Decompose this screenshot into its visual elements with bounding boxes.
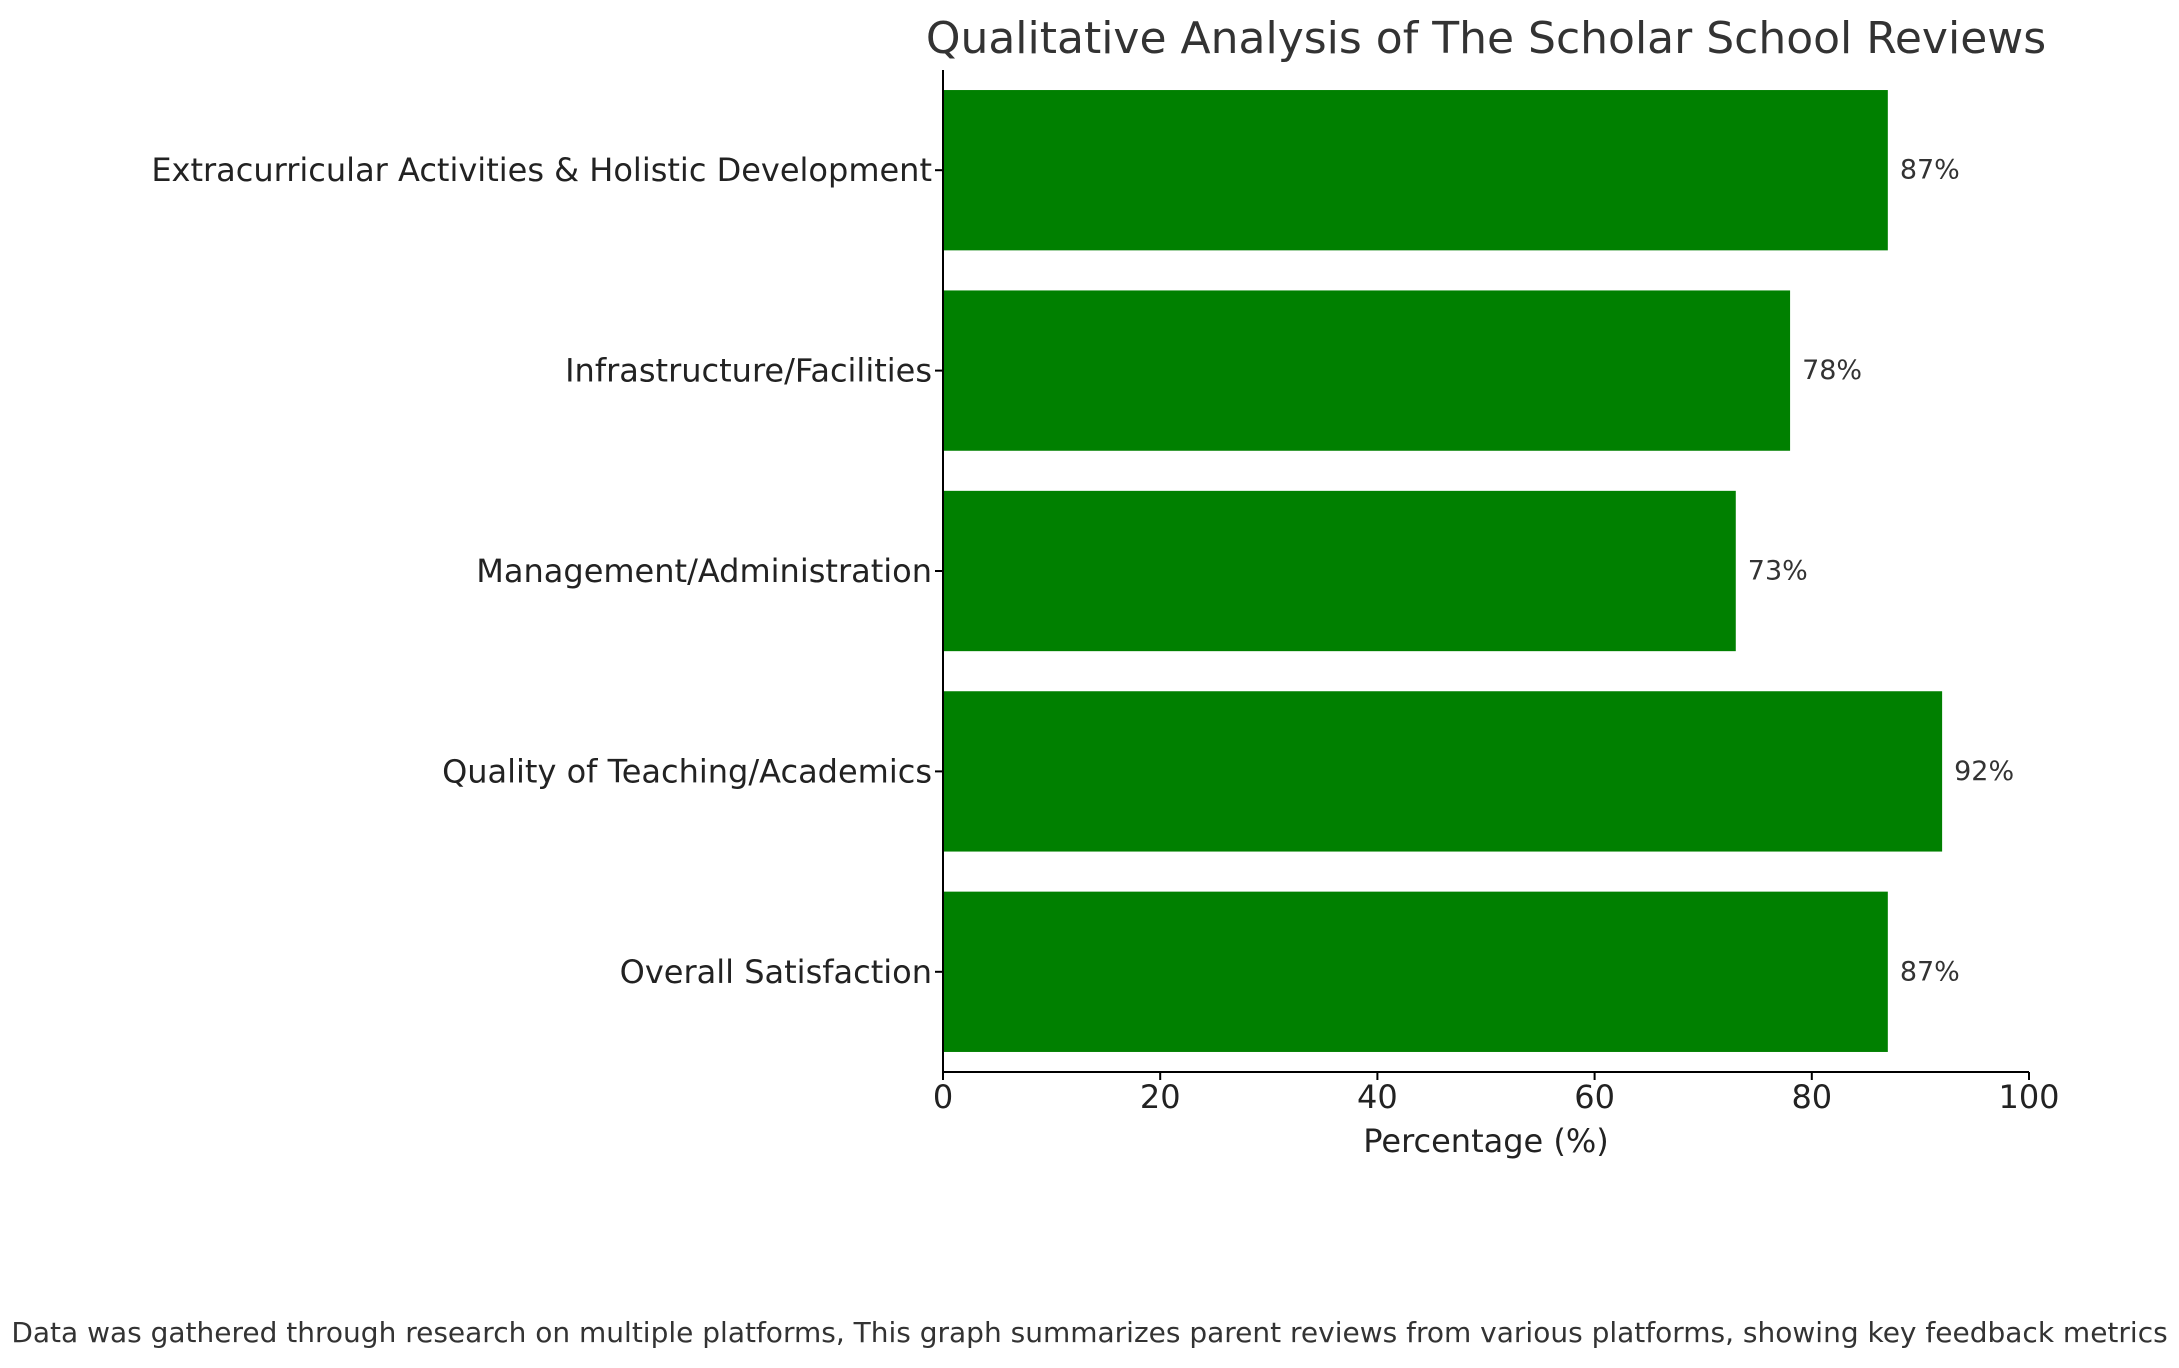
x-axis: 0 20 40 60 80 100 xyxy=(933,1071,2060,1116)
bar xyxy=(943,90,1888,251)
y-tick-label: Management/Administration xyxy=(476,552,932,590)
chart-caption: Data was gathered through research on mu… xyxy=(11,1316,2168,1349)
x-tick-label: 40 xyxy=(1357,1078,1398,1116)
x-tick-label: 80 xyxy=(1791,1078,1832,1116)
bar xyxy=(943,891,1888,1052)
bar-value-label: 87% xyxy=(1900,155,1960,186)
x-axis-label: Percentage (%) xyxy=(1363,1122,1609,1160)
bar xyxy=(943,290,1791,451)
y-tick-label: Quality of Teaching/Academics xyxy=(442,752,932,790)
bars-layer xyxy=(943,90,1943,1052)
bar-value-label: 87% xyxy=(1900,956,1960,987)
x-tick-label: 60 xyxy=(1574,1078,1615,1116)
x-tick-label: 100 xyxy=(1998,1078,2059,1116)
bar-value-label: 92% xyxy=(1954,756,2014,787)
value-labels-layer: 87% 92% 73% 78% 87% xyxy=(1748,155,2014,988)
x-tick-label: 0 xyxy=(933,1078,953,1116)
bar xyxy=(943,691,1943,852)
chart-title: Qualitative Analysis of The Scholar Scho… xyxy=(926,13,2046,64)
y-tick-label: Extracurricular Activities & Holistic De… xyxy=(151,151,932,189)
y-tick-label: Overall Satisfaction xyxy=(620,953,932,991)
x-tick-label: 20 xyxy=(1140,1078,1181,1116)
bar-value-label: 78% xyxy=(1802,355,1862,386)
bar-value-label: 73% xyxy=(1748,556,1808,587)
y-tick-label: Infrastructure/Facilities xyxy=(565,352,932,390)
y-axis: Overall Satisfaction Quality of Teaching/… xyxy=(151,70,944,1072)
bar xyxy=(943,490,1736,652)
